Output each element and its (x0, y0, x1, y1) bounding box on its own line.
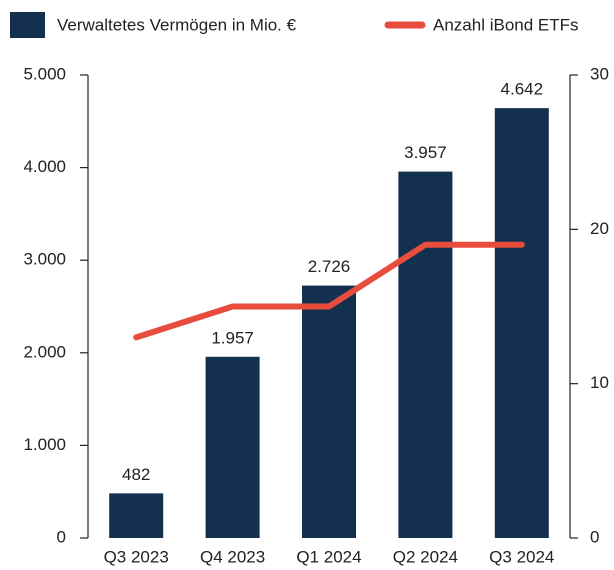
legend-swatch (10, 12, 45, 38)
data-label: 482 (122, 465, 150, 484)
bar (109, 493, 164, 538)
legend-label: Verwaltetes Vermögen in Mio. € (57, 15, 297, 34)
y2-tick-label: 0 (590, 527, 599, 546)
data-label: 1.957 (211, 328, 254, 347)
bar (494, 108, 549, 538)
y-tick-label: 1.000 (23, 435, 66, 454)
data-label: 3.957 (404, 143, 447, 162)
line (133, 241, 525, 341)
x-tick-label: Q2 2024 (393, 547, 458, 566)
x-tick-label: Q3 2023 (104, 547, 169, 566)
bar (302, 285, 356, 538)
bar (205, 356, 260, 538)
y-tick-label: 2.000 (23, 342, 66, 361)
y-tick-label: 3.000 (23, 250, 66, 269)
x-tick-label: Q1 2024 (296, 547, 361, 566)
y2-tick-label: 10 (590, 373, 609, 392)
y2-tick-label: 30 (590, 64, 609, 83)
y2-tick-label: 20 (590, 219, 609, 238)
y-tick-label: 0 (57, 527, 66, 546)
x-tick-label: Q4 2023 (200, 547, 265, 566)
y-tick-label: 5.000 (23, 64, 66, 83)
bar (398, 171, 453, 539)
data-label: 4.642 (501, 80, 544, 99)
data-label: 2.726 (308, 257, 351, 276)
y-tick-label: 4.000 (23, 157, 66, 176)
legend-label: Anzahl iBond ETFs (433, 15, 579, 34)
x-tick-label: Q3 2024 (489, 547, 554, 566)
